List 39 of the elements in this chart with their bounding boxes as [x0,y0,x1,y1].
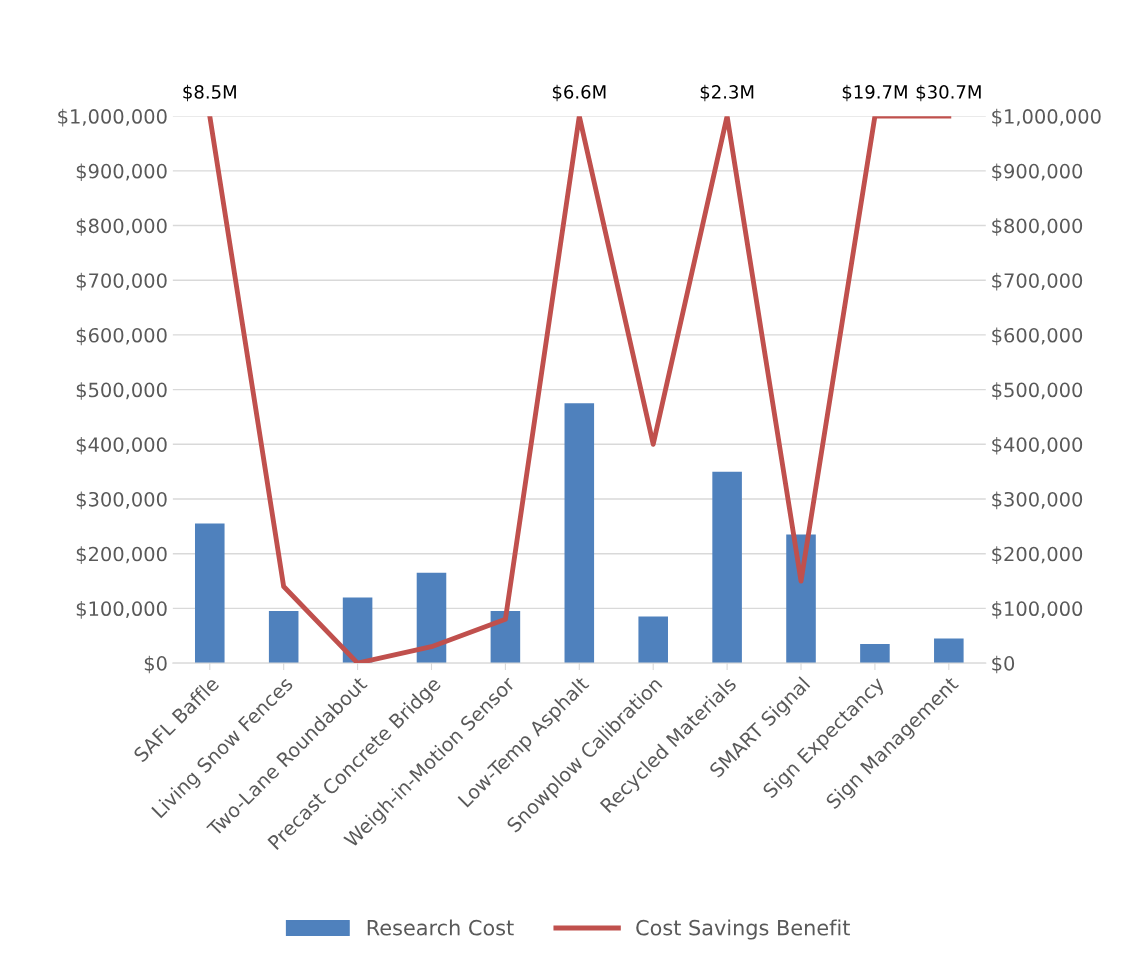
y-tick-label: $200,000 [76,546,167,564]
y2-tick-label: $300,000 [992,491,1083,510]
legend-label: Research Cost [367,919,514,936]
y2-tick-label: $900,000 [992,163,1083,182]
y2-tick-label: $200,000 [992,546,1083,564]
y2-tick-label: $0 [992,655,1015,674]
bar [564,403,595,664]
annotation: $30.7M [916,84,981,102]
bar [934,638,964,664]
bar [342,597,373,664]
y2-tick-label: $500,000 [992,382,1083,400]
annotation: $8.5M [183,84,236,102]
line-series [207,116,952,664]
y2-tick-label: $1,000,000 [992,108,1101,127]
y-tick-label: $100,000 [76,601,167,619]
y-tick-label: $600,000 [76,327,167,346]
y2-tick-label: $400,000 [992,436,1083,455]
y-tick-label: $0 [144,655,167,674]
bar [860,643,890,664]
y2-tick-label: $700,000 [992,272,1083,291]
bar [416,572,447,664]
bar [268,611,299,664]
annotation: $2.3M [700,84,754,102]
y-tick-label: $700,000 [76,272,167,291]
legend-label: Cost Savings Benefit [636,919,850,940]
bar [712,471,742,664]
y-tick-label: $900,000 [76,163,167,182]
y2-tick-label: $800,000 [992,218,1083,236]
y-tick-label: $400,000 [76,436,167,455]
y2-tick-label: $600,000 [992,327,1083,346]
y2-tick-label: $100,000 [992,601,1083,619]
annotation: $6.6M [552,84,606,102]
y-tick-label: $500,000 [76,382,167,400]
annotation: $19.7M [842,84,907,102]
y-tick-label: $1,000,000 [58,108,167,127]
y-tick-label: $300,000 [76,491,167,510]
y-tick-label: $800,000 [76,218,167,236]
bar [195,523,225,664]
bar [638,616,668,664]
